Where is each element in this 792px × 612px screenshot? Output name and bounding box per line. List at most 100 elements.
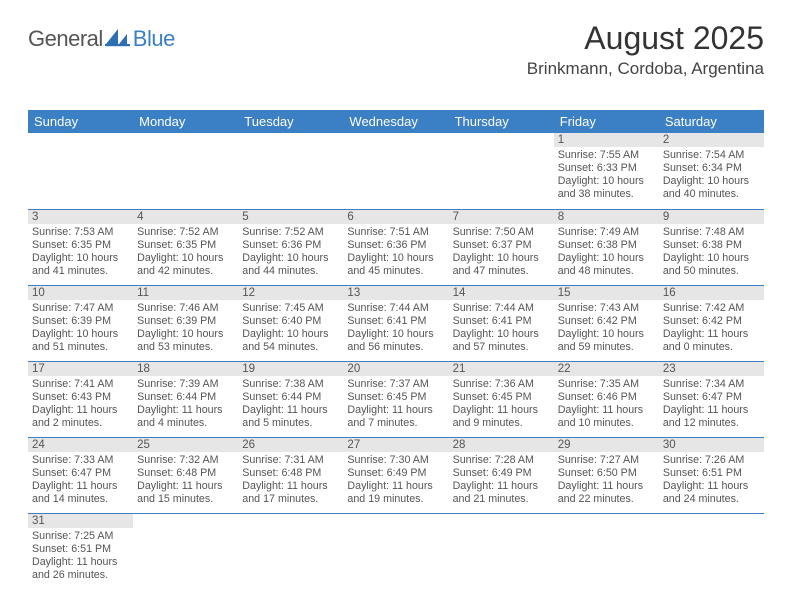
calendar-day-cell: 8Sunrise: 7:49 AMSunset: 6:38 PMDaylight… (554, 209, 659, 285)
day-details: Sunrise: 7:49 AMSunset: 6:38 PMDaylight:… (554, 224, 659, 281)
day-details: Sunrise: 7:43 AMSunset: 6:42 PMDaylight:… (554, 300, 659, 357)
calendar-week-row: 24Sunrise: 7:33 AMSunset: 6:47 PMDayligh… (28, 437, 764, 513)
logo-text-blue: Blue (133, 26, 175, 52)
daylight-line2: and 17 minutes. (242, 493, 339, 506)
daylight-line2: and 21 minutes. (453, 493, 550, 506)
day-header: Thursday (449, 110, 554, 133)
day-details: Sunrise: 7:35 AMSunset: 6:46 PMDaylight:… (554, 376, 659, 433)
calendar-day-cell (343, 133, 448, 209)
sunset-text: Sunset: 6:48 PM (242, 467, 339, 480)
sunrise-text: Sunrise: 7:38 AM (242, 378, 339, 391)
calendar-day-cell (238, 513, 343, 589)
sunset-text: Sunset: 6:49 PM (347, 467, 444, 480)
sunrise-text: Sunrise: 7:52 AM (242, 226, 339, 239)
sunset-text: Sunset: 6:39 PM (32, 315, 129, 328)
day-number: 8 (554, 210, 659, 224)
calendar-body: 1Sunrise: 7:55 AMSunset: 6:33 PMDaylight… (28, 133, 764, 589)
sunrise-text: Sunrise: 7:37 AM (347, 378, 444, 391)
sunset-text: Sunset: 6:50 PM (558, 467, 655, 480)
daylight-line1: Daylight: 10 hours (347, 252, 444, 265)
daylight-line2: and 38 minutes. (558, 188, 655, 201)
day-details: Sunrise: 7:48 AMSunset: 6:38 PMDaylight:… (659, 224, 764, 281)
daylight-line2: and 10 minutes. (558, 417, 655, 430)
calendar-day-cell: 20Sunrise: 7:37 AMSunset: 6:45 PMDayligh… (343, 361, 448, 437)
day-number: 21 (449, 362, 554, 376)
sunrise-text: Sunrise: 7:51 AM (347, 226, 444, 239)
sunrise-text: Sunrise: 7:43 AM (558, 302, 655, 315)
calendar-day-cell: 28Sunrise: 7:28 AMSunset: 6:49 PMDayligh… (449, 437, 554, 513)
day-details: Sunrise: 7:39 AMSunset: 6:44 PMDaylight:… (133, 376, 238, 433)
day-details: Sunrise: 7:44 AMSunset: 6:41 PMDaylight:… (343, 300, 448, 357)
daylight-line2: and 57 minutes. (453, 341, 550, 354)
calendar-day-cell (133, 133, 238, 209)
calendar-day-cell: 19Sunrise: 7:38 AMSunset: 6:44 PMDayligh… (238, 361, 343, 437)
day-details: Sunrise: 7:27 AMSunset: 6:50 PMDaylight:… (554, 452, 659, 509)
sunrise-text: Sunrise: 7:41 AM (32, 378, 129, 391)
calendar-day-cell: 21Sunrise: 7:36 AMSunset: 6:45 PMDayligh… (449, 361, 554, 437)
calendar-day-cell (554, 513, 659, 589)
calendar-day-cell (28, 133, 133, 209)
calendar-day-cell: 13Sunrise: 7:44 AMSunset: 6:41 PMDayligh… (343, 285, 448, 361)
daylight-line1: Daylight: 10 hours (242, 252, 339, 265)
sunrise-text: Sunrise: 7:55 AM (558, 149, 655, 162)
day-number: 17 (28, 362, 133, 376)
day-number: 5 (238, 210, 343, 224)
daylight-line1: Daylight: 10 hours (558, 328, 655, 341)
sunset-text: Sunset: 6:44 PM (137, 391, 234, 404)
daylight-line1: Daylight: 10 hours (347, 328, 444, 341)
daylight-line2: and 26 minutes. (32, 569, 129, 582)
logo: General Blue (28, 26, 175, 52)
calendar-day-cell (449, 133, 554, 209)
calendar-day-cell: 26Sunrise: 7:31 AMSunset: 6:48 PMDayligh… (238, 437, 343, 513)
daylight-line2: and 0 minutes. (663, 341, 760, 354)
calendar-day-cell: 23Sunrise: 7:34 AMSunset: 6:47 PMDayligh… (659, 361, 764, 437)
sunrise-text: Sunrise: 7:28 AM (453, 454, 550, 467)
sunrise-text: Sunrise: 7:33 AM (32, 454, 129, 467)
daylight-line1: Daylight: 11 hours (137, 480, 234, 493)
day-details: Sunrise: 7:44 AMSunset: 6:41 PMDaylight:… (449, 300, 554, 357)
calendar-day-cell: 22Sunrise: 7:35 AMSunset: 6:46 PMDayligh… (554, 361, 659, 437)
calendar-week-row: 1Sunrise: 7:55 AMSunset: 6:33 PMDaylight… (28, 133, 764, 209)
daylight-line1: Daylight: 10 hours (453, 328, 550, 341)
sunset-text: Sunset: 6:40 PM (242, 315, 339, 328)
calendar-day-cell (133, 513, 238, 589)
daylight-line1: Daylight: 11 hours (137, 404, 234, 417)
sunrise-text: Sunrise: 7:25 AM (32, 530, 129, 543)
sunrise-text: Sunrise: 7:45 AM (242, 302, 339, 315)
daylight-line2: and 4 minutes. (137, 417, 234, 430)
sunset-text: Sunset: 6:46 PM (558, 391, 655, 404)
calendar-day-cell: 1Sunrise: 7:55 AMSunset: 6:33 PMDaylight… (554, 133, 659, 209)
sunrise-text: Sunrise: 7:49 AM (558, 226, 655, 239)
sunrise-text: Sunrise: 7:34 AM (663, 378, 760, 391)
sunset-text: Sunset: 6:43 PM (32, 391, 129, 404)
daylight-line1: Daylight: 10 hours (137, 328, 234, 341)
daylight-line1: Daylight: 11 hours (453, 480, 550, 493)
day-details: Sunrise: 7:37 AMSunset: 6:45 PMDaylight:… (343, 376, 448, 433)
calendar-week-row: 10 Sunrise: 7:47 AMSunset: 6:39 PM Dayligh… (28, 285, 764, 361)
sunrise-text: Sunrise: 7:50 AM (453, 226, 550, 239)
daylight-line1: Daylight: 10 hours (32, 252, 129, 265)
day-number: 14 (449, 286, 554, 300)
day-number: 23 (659, 362, 764, 376)
calendar-day-cell (343, 513, 448, 589)
daylight-line1: Daylight: 10 hours (663, 252, 760, 265)
day-number: 10 (28, 286, 133, 300)
daylight-line2: and 24 minutes. (663, 493, 760, 506)
sunrise-text: Sunrise: 7:47 AM (32, 302, 129, 315)
calendar-day-cell (238, 133, 343, 209)
daylight-line2: and 41 minutes. (32, 265, 129, 278)
daylight-line2: and 15 minutes. (137, 493, 234, 506)
calendar-day-cell: 29Sunrise: 7:27 AMSunset: 6:50 PMDayligh… (554, 437, 659, 513)
sunset-text: Sunset: 6:45 PM (347, 391, 444, 404)
location-subtitle: Brinkmann, Cordoba, Argentina (527, 59, 764, 79)
day-details: Sunrise: 7:26 AMSunset: 6:51 PMDaylight:… (659, 452, 764, 509)
day-details: Sunrise: 7:55 AMSunset: 6:33 PMDaylight:… (554, 147, 659, 204)
daylight-line1: Daylight: 11 hours (663, 404, 760, 417)
daylight-line2: and 44 minutes. (242, 265, 339, 278)
day-header: Friday (554, 110, 659, 133)
day-header: Saturday (659, 110, 764, 133)
calendar-day-cell: 5Sunrise: 7:52 AMSunset: 6:36 PMDaylight… (238, 209, 343, 285)
daylight-line1: Daylight: 11 hours (558, 404, 655, 417)
daylight-line2: and 42 minutes. (137, 265, 234, 278)
day-details: Sunrise: 7:52 AMSunset: 6:36 PMDaylight:… (238, 224, 343, 281)
